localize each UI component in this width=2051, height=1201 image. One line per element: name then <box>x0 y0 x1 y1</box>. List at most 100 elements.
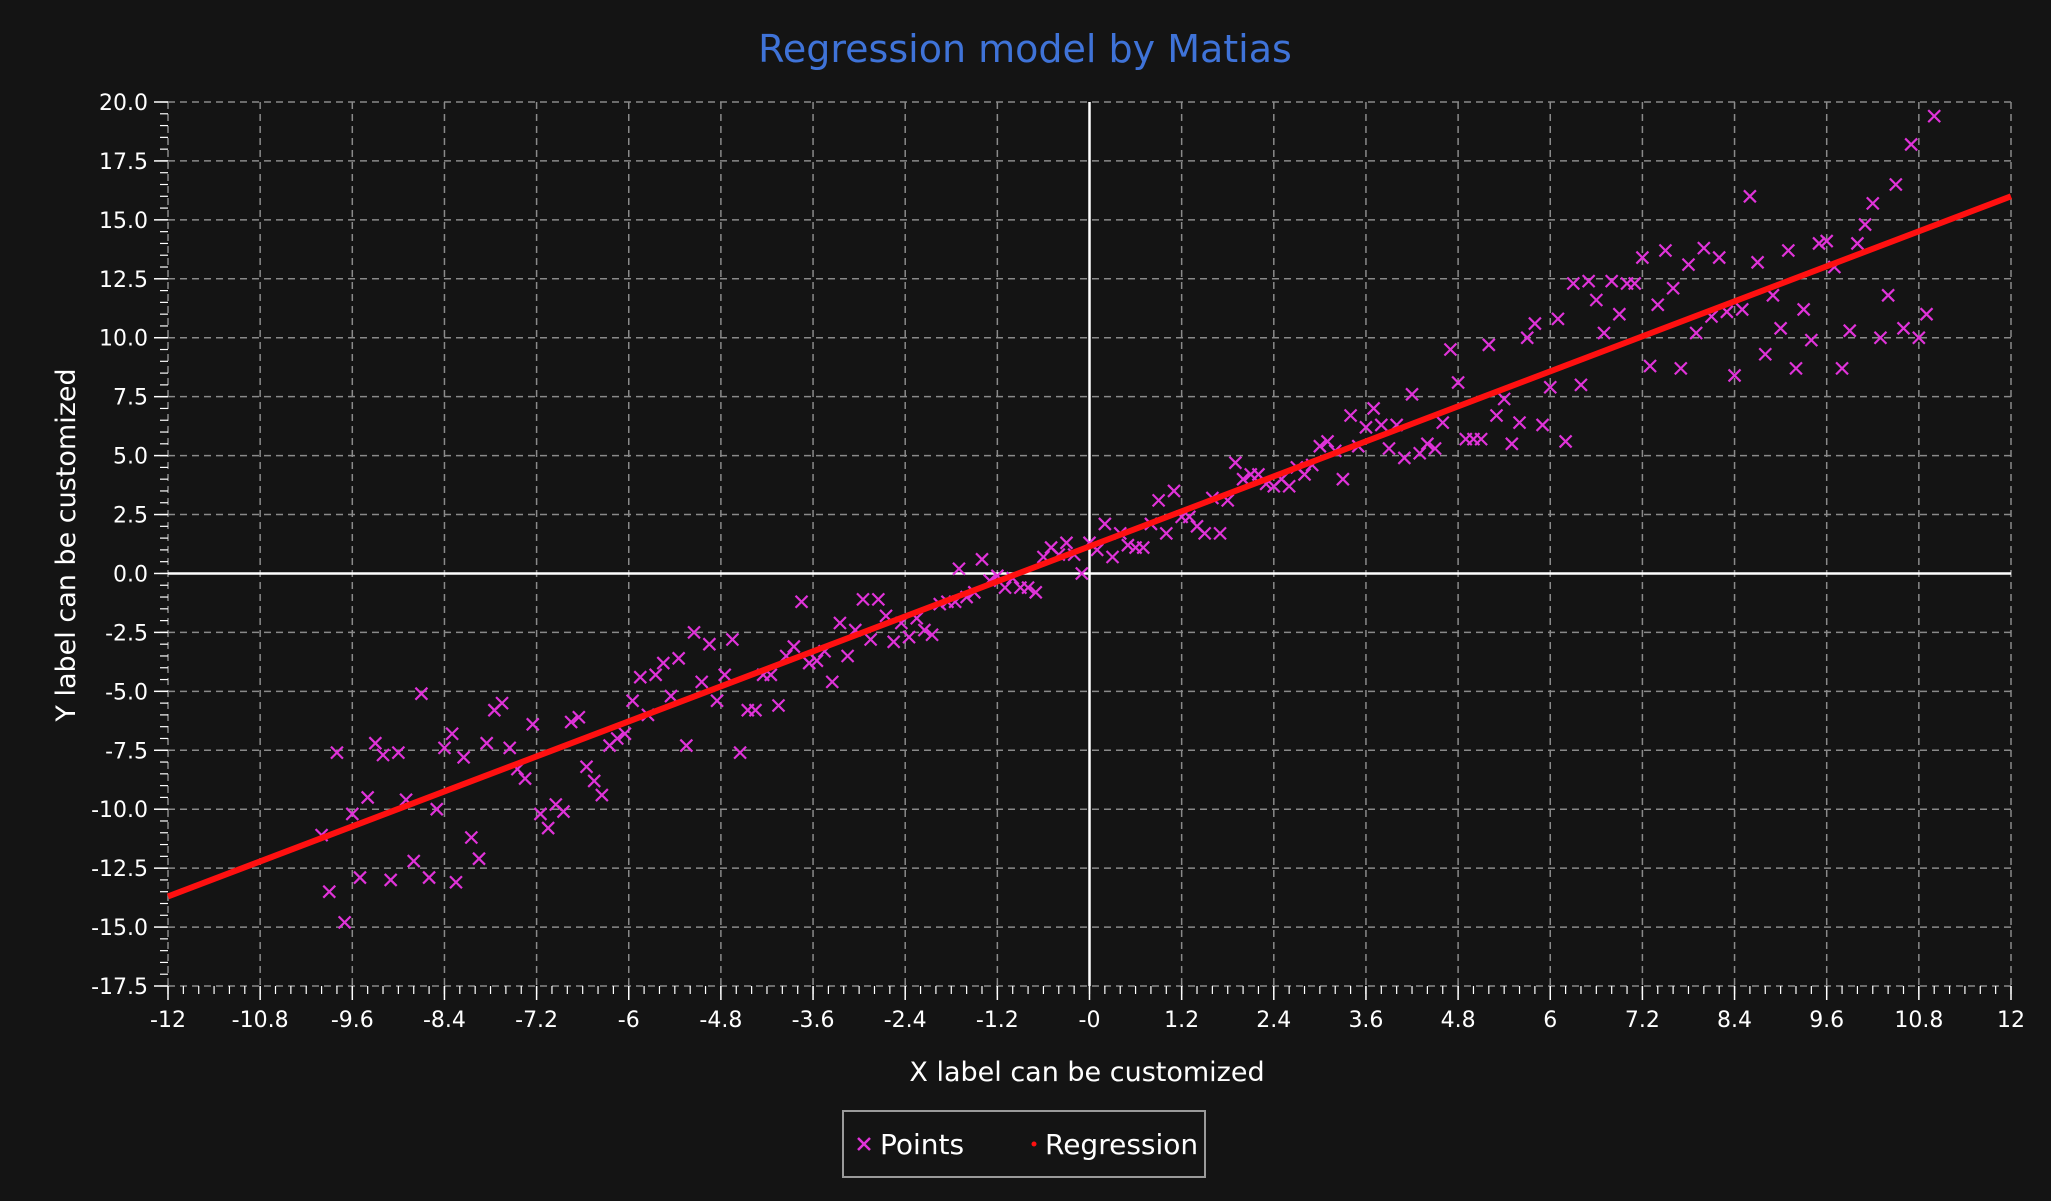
data-point <box>1021 580 1035 595</box>
data-point-stroke <box>1182 510 1197 524</box>
data-point <box>1297 467 1312 482</box>
data-point-stroke <box>1412 446 1427 461</box>
data-point <box>679 738 694 753</box>
chart-title: Regression model by Matias <box>758 27 1292 71</box>
data-point-stroke <box>917 623 932 637</box>
data-point-stroke <box>1167 484 1181 498</box>
data-point <box>1919 307 1934 321</box>
x-tick-label: -0 <box>1079 1008 1101 1033</box>
data-point-stroke <box>1896 321 1911 336</box>
data-point-stroke <box>702 637 717 651</box>
data-point <box>886 635 901 649</box>
data-point <box>710 693 724 708</box>
data-point <box>330 745 344 760</box>
data-point <box>1136 540 1151 555</box>
data-point-stroke <box>1819 234 1834 248</box>
data-point-stroke <box>618 726 632 741</box>
data-point <box>1151 493 1166 508</box>
data-point-stroke <box>1904 137 1918 152</box>
data-point <box>572 710 586 725</box>
data-point <box>1535 418 1550 432</box>
data-point-stroke <box>422 870 436 885</box>
data-point-stroke <box>1666 281 1680 296</box>
data-point-stroke <box>456 750 471 765</box>
data-point <box>1551 312 1565 326</box>
data-point-stroke <box>368 736 383 750</box>
data-point <box>833 616 847 630</box>
data-point <box>1435 415 1450 430</box>
data-point <box>925 627 939 642</box>
data-point <box>694 675 709 689</box>
data-point <box>794 594 809 609</box>
grid-lines <box>167 101 2012 987</box>
data-point <box>1512 415 1527 430</box>
data-point <box>610 731 625 746</box>
data-point <box>717 668 732 682</box>
data-point <box>1028 585 1043 600</box>
data-point <box>1520 330 1534 345</box>
y-tick-label: 12.5 <box>99 268 148 293</box>
data-point-stroke <box>1512 415 1527 430</box>
data-point-stroke <box>1435 415 1450 430</box>
data-point-stroke <box>479 736 494 750</box>
data-point-stroke <box>1197 526 1212 541</box>
data-point-stroke <box>437 741 452 755</box>
y-tick-label: -2.5 <box>105 621 148 646</box>
data-point <box>1612 307 1627 321</box>
data-point-stroke <box>856 592 870 607</box>
data-point <box>702 637 717 651</box>
data-point <box>1075 566 1089 581</box>
data-point-stroke <box>998 580 1012 595</box>
data-point <box>1697 241 1711 255</box>
data-point <box>1336 472 1350 486</box>
data-point-stroke <box>1136 540 1151 555</box>
x-tick-label: -1.2 <box>976 1008 1019 1033</box>
data-point-stroke <box>764 668 778 682</box>
data-point-stroke <box>1420 437 1435 451</box>
data-point <box>353 870 367 885</box>
data-point <box>871 592 886 607</box>
data-point <box>1313 439 1327 453</box>
data-point <box>1758 347 1773 362</box>
x-tick-label: -7.2 <box>515 1008 558 1033</box>
data-point <box>1581 274 1596 288</box>
data-point <box>725 632 740 647</box>
data-point-stroke <box>1551 312 1565 326</box>
x-tick-label: 1.2 <box>1164 1008 1199 1033</box>
data-point-stroke <box>1704 309 1719 324</box>
data-point-stroke <box>1919 307 1934 321</box>
regression-series <box>166 193 2013 900</box>
data-point <box>495 696 509 710</box>
data-point-stroke <box>1343 408 1358 423</box>
y-tick-label: -7.5 <box>105 739 148 764</box>
data-point <box>1666 281 1680 296</box>
data-point-stroke <box>1320 434 1335 449</box>
x-tick-label: -6 <box>618 1008 640 1033</box>
data-point <box>1359 420 1373 435</box>
legend-regression-label: Regression <box>1045 1128 1198 1161</box>
data-point <box>1543 380 1558 395</box>
data-point <box>1850 236 1865 251</box>
y-tick-label: 20.0 <box>99 91 148 116</box>
data-point-stroke <box>1789 361 1803 376</box>
data-point <box>1566 276 1581 291</box>
data-point-stroke <box>1382 441 1396 456</box>
data-point-stroke <box>1313 439 1327 453</box>
data-point <box>1796 302 1811 317</box>
data-point <box>863 632 878 647</box>
data-point <box>595 788 609 802</box>
data-point-stroke <box>449 875 463 890</box>
data-point-stroke <box>1842 323 1857 338</box>
data-point-stroke <box>1581 274 1596 288</box>
legend-points-label: Points <box>880 1128 964 1161</box>
y-tick-label: 15.0 <box>99 209 148 234</box>
data-point-stroke <box>1443 342 1458 357</box>
data-point-stroke <box>518 771 532 786</box>
data-point-stroke <box>1912 330 1926 345</box>
data-point <box>1489 408 1504 423</box>
y-tick-label: -12.5 <box>91 857 148 882</box>
data-point <box>1412 446 1427 461</box>
data-point-stroke <box>879 609 893 623</box>
data-point-stroke <box>1689 326 1703 340</box>
data-point <box>648 668 663 682</box>
